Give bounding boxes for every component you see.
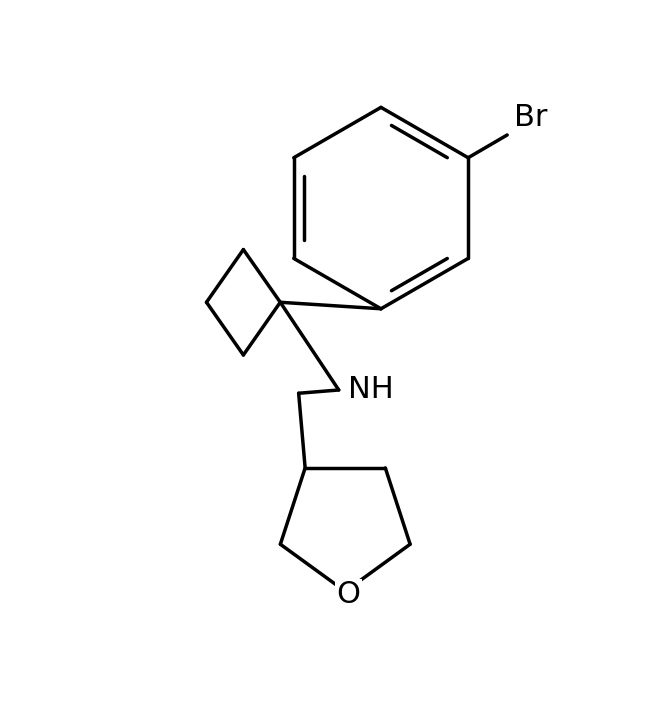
Text: Br: Br [514, 102, 547, 132]
Text: O: O [336, 580, 361, 609]
Text: NH: NH [349, 376, 394, 404]
